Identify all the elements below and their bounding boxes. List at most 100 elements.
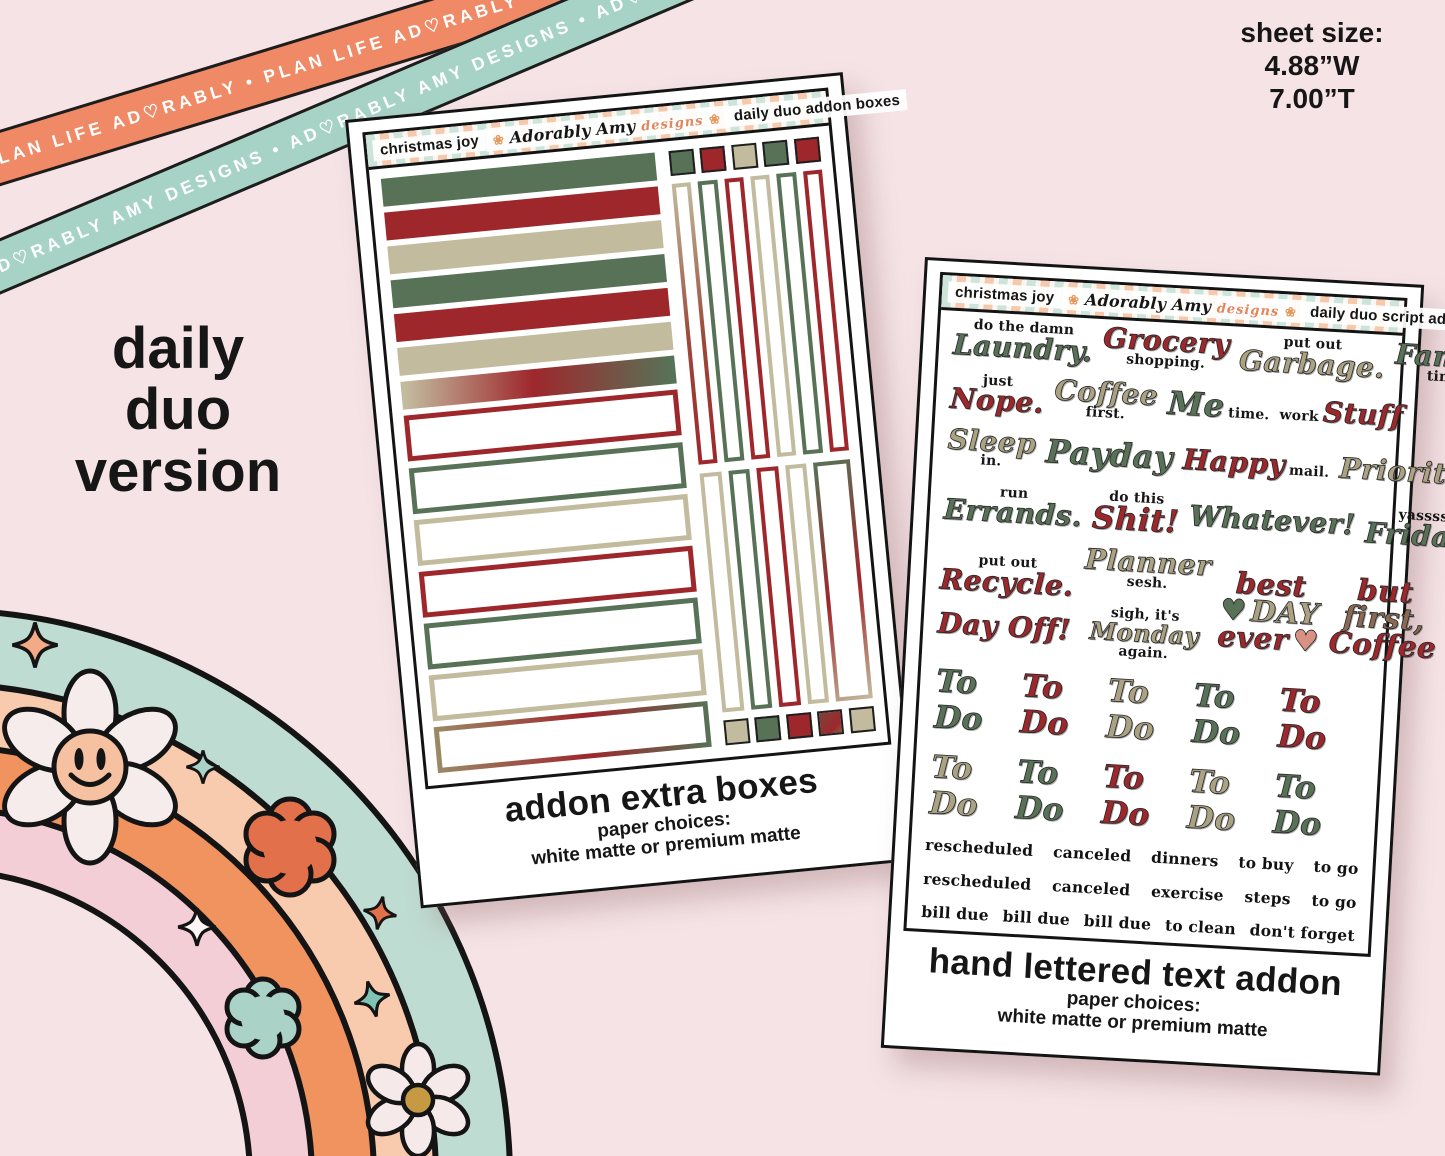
version-label-line: daily (111, 316, 245, 381)
script-phrase-sticker: put out Garbage. (1236, 333, 1388, 385)
square-sticker (754, 715, 782, 743)
script-phrase-sticker: run Errands. (941, 482, 1085, 534)
script-phrase-sticker: do this Shit! (1089, 489, 1182, 541)
todo-script-sticker: To Do (1271, 768, 1323, 844)
script-text-segment: Whatever! (1188, 499, 1357, 542)
todo-sticker-row: To Do To Do To Do To Do To Do (925, 749, 1366, 845)
script-phrase-line: Day Off! (935, 605, 1073, 646)
smiley-daisy-flower (2, 668, 178, 866)
script-text-segment: Priorities (1338, 451, 1445, 493)
strips-column (380, 152, 712, 773)
script-text-segment: work (1279, 407, 1320, 426)
script-phrase-line: Garbage. (1236, 343, 1387, 385)
square-sticker (848, 706, 876, 734)
word-sticker: bill due (1083, 910, 1152, 934)
brand-suffix: designs (640, 113, 705, 135)
todo-script-sticker: To Do (1019, 667, 1070, 743)
script-phrase-sticker: sigh, it's Monday again. (1086, 605, 1202, 663)
brand-script: Adorably Amy (1084, 289, 1212, 316)
script-phrase-sticker: Planner sesh. (1082, 542, 1215, 594)
script-phrase-line: Whatever! (1187, 499, 1358, 542)
word-sticker: to clean (1164, 915, 1237, 939)
script-phrase-line: Me time. (1165, 384, 1273, 426)
script-phrase-line: Shit! (1089, 499, 1182, 541)
todo-sticker-row: To Do To Do To Do To Do To Do (929, 663, 1370, 759)
brand-logo: ❀ Adorably Amy designs ❀ (1060, 286, 1304, 323)
script-phrase-sticker: Priorities (1337, 451, 1445, 493)
vertical-boxes-bottom (699, 458, 873, 713)
sheet-caption: hand lettered text addon paper choices: … (898, 940, 1370, 1048)
todo-script-sticker: To Do (928, 749, 980, 824)
word-sticker: canceled (1051, 875, 1131, 900)
script-phrase-stack: put out Recycle. Day Off! (935, 551, 1077, 647)
script-sticker-row: run Errands. do this Shit! Whatever! yassss Fr… (941, 481, 1445, 556)
word-sticker: to buy (1237, 852, 1295, 875)
daisy-icon: ❀ (1067, 292, 1080, 309)
todo-script-sticker: To Do (1276, 682, 1328, 757)
script-phrase-sticker: yassss Friday! (1362, 506, 1445, 557)
script-phrase-line: Laundry. (950, 327, 1095, 369)
word-sticker: bill due (1002, 906, 1071, 930)
script-text-segment: time. (1426, 367, 1445, 387)
sheet-type-label: daily duo addon boxes (725, 88, 908, 127)
word-sticker: dinners (1150, 847, 1220, 871)
rainbow-graphic (0, 610, 513, 1156)
todo-script-sticker: To Do (933, 663, 984, 738)
sticker-sheet-addon-boxes: christmas joy ❀ Adorably Amy designs ❀ d… (345, 72, 919, 909)
version-label-line: duo (124, 377, 232, 443)
script-phrase-sticker: Grocery shopping. (1100, 321, 1233, 373)
script-phrase-line: Friday! (1362, 516, 1445, 556)
script-phrase-sticker: just Nope. (947, 371, 1047, 421)
script-text-segment: first. (1085, 403, 1126, 422)
gold-center-daisy-flower (365, 1041, 471, 1156)
brand-script: Adorably Amy (508, 115, 637, 147)
script-phrase-line: Errands. (941, 492, 1085, 533)
word-sticker: exercise (1150, 881, 1225, 905)
script-phrase-sticker: Payday (1043, 432, 1176, 478)
sheet-size-title: sheet size: (1240, 17, 1384, 48)
script-text-segment: in. (980, 452, 1002, 470)
square-sticker (723, 718, 751, 746)
script-text-segment: ♥ (1291, 622, 1320, 659)
script-phrase-line: Coffee (1326, 624, 1439, 665)
script-text-segment: mail. (1288, 462, 1330, 481)
script-phrase-sticker: Me time. (1165, 384, 1273, 426)
sheet-size-height: 7.00”T (1269, 83, 1355, 115)
square-sticker (699, 145, 728, 174)
square-stickers-row (723, 706, 876, 746)
version-label: daily duo version (38, 316, 318, 503)
script-text-segment: time. (1227, 405, 1270, 424)
script-phrase-sticker: work Stuff (1277, 395, 1406, 434)
kit-title: christmas joy (372, 129, 487, 161)
square-sticker (668, 148, 696, 177)
script-phrase-line: work Stuff (1277, 395, 1406, 434)
word-sticker: rescheduled (922, 868, 1032, 894)
script-text-segment: Coffee (1328, 624, 1438, 665)
word-sticker: to go (1312, 856, 1360, 879)
script-phrase-line: ever♥ (1215, 618, 1322, 659)
script-phrase-line: Recycle. (937, 562, 1076, 603)
square-sticker (762, 139, 790, 167)
script-phrase-sticker: Whatever! (1187, 499, 1358, 542)
script-phrase-line: Sleep (945, 422, 1039, 461)
script-phrase-sticker: but first, Coffee (1326, 572, 1442, 665)
sheet-size-label: sheet size: 4.88”W 7.00”T (1207, 16, 1417, 115)
script-sticker-row: put out Recycle. Day Off! Planner sesh. sigh,… (934, 538, 1438, 673)
daisy-icon: ❀ (708, 111, 721, 128)
word-sticker: to go (1311, 890, 1358, 912)
script-phrase-sticker: put out Recycle. (937, 551, 1077, 603)
sticker-grid (369, 126, 888, 786)
kit-title: christmas joy (947, 280, 1062, 309)
script-phrase-stack: Planner sesh. sigh, it's Monday again. (1078, 542, 1215, 664)
script-phrase-line: Priorities (1337, 451, 1445, 493)
square-sticker (785, 712, 814, 740)
script-phrase-sticker: Coffee first. (1051, 373, 1161, 423)
teal-flower (224, 976, 302, 1060)
script-phrase-sticker: do the damn Laundry. (950, 317, 1096, 369)
sticker-frame: christmas joy ❀ Adorably Amy designs ❀ d… (903, 271, 1445, 957)
script-phrase-line: Payday (1043, 432, 1176, 478)
script-phrase-line: Nope. (947, 382, 1046, 421)
script-text-segment: Friday! (1364, 516, 1445, 556)
todo-script-sticker: To Do (1190, 677, 1242, 753)
script-text-segment: Stuff (1322, 395, 1405, 434)
